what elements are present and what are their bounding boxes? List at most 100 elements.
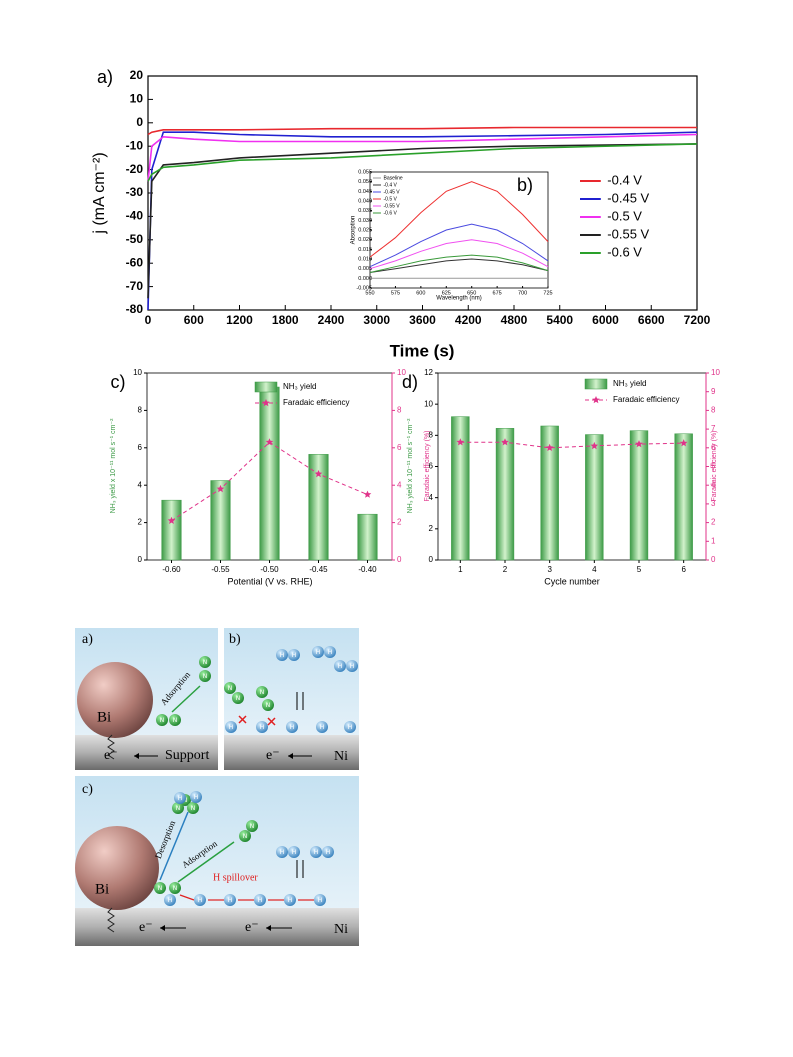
y-tick-label: -60	[126, 255, 144, 269]
data-point	[167, 516, 176, 524]
arrowhead	[266, 925, 271, 931]
y-tick-label: 0.025	[358, 227, 372, 233]
data-line	[369, 258, 549, 273]
atom	[187, 802, 199, 814]
y-tick-label: -20	[126, 162, 144, 176]
bar	[540, 425, 559, 561]
atom-label: H	[290, 724, 295, 731]
x-tick-label: 650	[467, 290, 476, 296]
plot-area	[437, 372, 707, 561]
mechanism-diagram: Adsorption Adsorption Desorption a) b) c…	[75, 628, 359, 946]
data-line	[147, 133, 698, 182]
atom-label: N	[266, 702, 271, 709]
substrate-label: Ni	[334, 749, 348, 764]
x-tick-label: 4200	[455, 313, 482, 327]
metal-label: Bi	[97, 709, 111, 725]
y-tick-label: 0.005	[358, 266, 372, 272]
x-tick-label: -0.40	[358, 565, 377, 574]
x-tick-label: 4800	[501, 313, 528, 327]
atom	[324, 646, 336, 658]
bar	[259, 386, 280, 561]
metal-label: Bi	[95, 881, 109, 897]
y-tick-label: 12	[424, 368, 433, 377]
arrow	[177, 841, 235, 883]
atom	[346, 660, 358, 672]
bar	[451, 416, 470, 561]
y2-tick-label: 8	[397, 406, 402, 415]
y-tick-label: -40	[126, 209, 144, 223]
substrate-label: Support	[165, 748, 209, 763]
y-tick-label: 0.010	[358, 256, 372, 262]
y-tick-label: 0	[138, 555, 143, 564]
atom-label: N	[243, 833, 248, 840]
y-tick-label: 0.015	[358, 247, 372, 253]
atom	[322, 846, 334, 858]
atom-label: N	[160, 717, 165, 724]
electron-label: e⁻	[245, 920, 259, 935]
atom	[334, 660, 346, 672]
atom	[239, 830, 251, 842]
x-tick-label: 4	[592, 565, 597, 574]
y-tick-label: -80	[126, 302, 144, 316]
atom-label: H	[178, 795, 183, 802]
legend-swatch	[584, 378, 608, 390]
x-tick-label: -0.55	[211, 565, 230, 574]
atom-label: H	[318, 897, 323, 904]
atom-label: H	[258, 897, 263, 904]
support	[75, 908, 359, 946]
atom	[199, 656, 211, 668]
x-tick-label: 600	[184, 313, 204, 327]
x-tick-label: 5	[637, 565, 642, 574]
y2-tick-label: 4	[397, 480, 402, 489]
x-tick-label: -0.50	[260, 565, 279, 574]
atom-label: N	[236, 695, 241, 702]
x-tick-label: 6	[681, 565, 686, 574]
atom	[288, 649, 300, 661]
atom-label: N	[173, 717, 178, 724]
atom-label: N	[260, 689, 265, 696]
legend-label: -0.45 V	[607, 190, 649, 205]
y-tick-label: 0.020	[358, 237, 372, 243]
legend-label: -0.55 V	[607, 226, 649, 241]
y-tick-label: 10	[424, 399, 433, 408]
x-axis-label: Time (s)	[390, 341, 455, 360]
panel-label: a)	[82, 632, 93, 647]
atom-label: N	[158, 885, 163, 892]
arrow	[171, 685, 201, 713]
atom	[199, 670, 211, 682]
y-tick-label: 0.035	[358, 208, 372, 214]
atom	[316, 721, 328, 733]
arrowhead	[288, 753, 293, 759]
atom	[190, 791, 202, 803]
bar	[210, 480, 231, 561]
x-tick-label: 675	[493, 290, 502, 296]
atom	[288, 846, 300, 858]
atom-label: H	[228, 897, 233, 904]
atom	[256, 721, 268, 733]
y2-tick-label: 7	[711, 424, 716, 433]
y-tick-label: 10	[133, 368, 142, 377]
y-tick-label: 0.045	[358, 189, 372, 195]
x-tick-label: 2	[503, 565, 508, 574]
atom-label: H	[229, 724, 234, 731]
y2-tick-label: 2	[711, 518, 716, 527]
y2-tick-label: 2	[397, 518, 402, 527]
atom	[169, 714, 181, 726]
atom-label: H	[280, 849, 285, 856]
y-axis-label: NH₃ yield x 10⁻¹¹ mol s⁻¹ cm⁻²	[110, 418, 117, 514]
y2-tick-label: 5	[711, 462, 716, 471]
y2-tick-label: 6	[711, 443, 716, 452]
atom-label: H	[198, 897, 203, 904]
bar	[585, 434, 604, 561]
y-tick-label: 8	[138, 406, 143, 415]
atom-label: N	[191, 805, 196, 812]
atom	[284, 894, 296, 906]
y-axis-label: Absorption	[351, 216, 357, 245]
atom-label: N	[203, 673, 208, 680]
y-tick-label: 8	[429, 430, 434, 439]
y-axis-label: j (mA cm⁻²)	[91, 152, 108, 234]
atom	[314, 894, 326, 906]
legend-label: Faradaic efficiency	[613, 395, 680, 404]
atom-label: H	[326, 849, 331, 856]
